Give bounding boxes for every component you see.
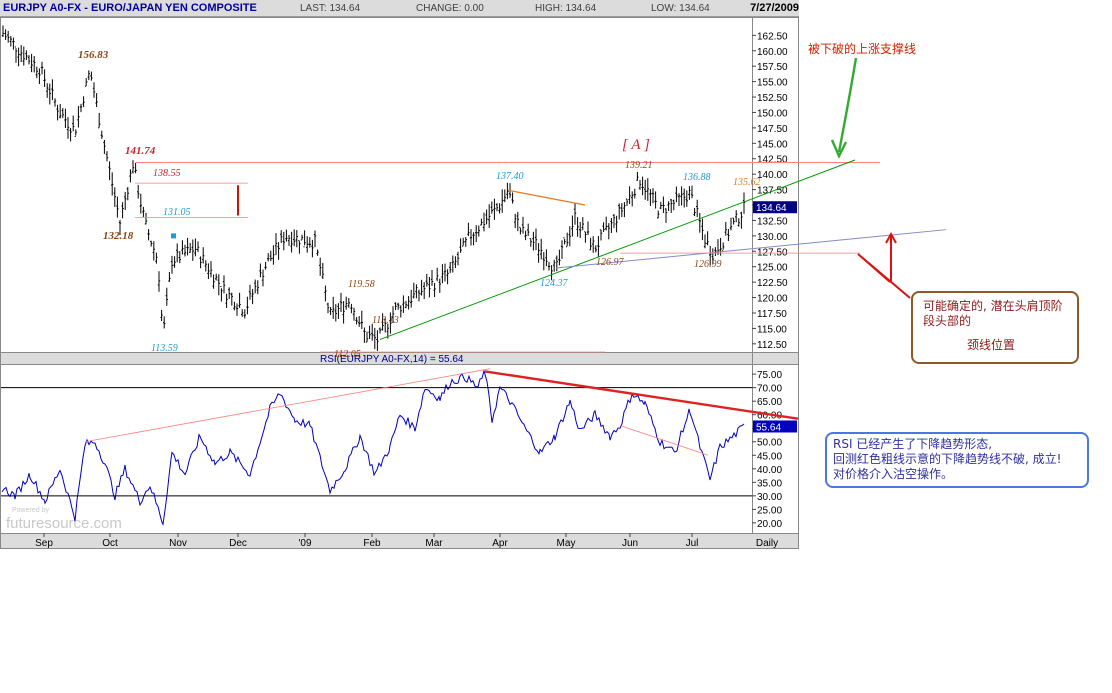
price-y-tick-label: 155.00: [757, 78, 788, 89]
x-tick-label: Apr: [492, 538, 508, 549]
chart-date: 7/27/2009: [750, 2, 799, 14]
rsi-y-tick-label: 65.00: [757, 397, 782, 408]
swing-low-marker: [171, 233, 176, 239]
neckline-note-line1: 可能确定的, 潜在头肩顶阶: [923, 299, 1063, 313]
current-price-box: [753, 201, 797, 214]
x-tick-label: Sep: [35, 538, 53, 549]
rsi-line: [1, 369, 745, 526]
x-tick-label: Dec: [229, 538, 247, 549]
swing-label: 132.18: [103, 230, 134, 242]
neckline-line: [555, 229, 947, 269]
rsi-y-tick-label: 50.00: [757, 438, 782, 449]
rsi-y-tick-label: 25.00: [757, 505, 782, 516]
swing-label: 124.37: [540, 278, 569, 289]
rsi-y-tick-label: 45.00: [757, 451, 782, 462]
last-price: LAST: 134.64: [300, 3, 361, 14]
symbol-title: EURJPY A0-FX - EURO/JAPAN YEN COMPOSITE: [3, 2, 257, 14]
price-y-tick-label: 117.50: [757, 309, 787, 320]
rsi-rising-trendline: [84, 368, 491, 443]
price-y-tick-label: 160.00: [757, 47, 788, 58]
red-arrow-head: [885, 231, 897, 244]
red-pointer-line: [857, 253, 911, 299]
swing-label: 112.05: [334, 349, 361, 360]
price-y-tick-label: 130.00: [757, 232, 788, 243]
price-y-tick-label: 140.00: [757, 170, 788, 181]
neckline-note-box: 可能确定的, 潜在头肩顶阶 段头部的 颈线位置: [911, 291, 1079, 364]
rsi-note-line1: RSI 已经产生了下降趋势形态,: [833, 437, 993, 451]
swing-label: 156.83: [78, 49, 109, 61]
rsi-y-tick-label: 60.00: [757, 411, 782, 422]
swing-label: 138.55: [153, 168, 181, 179]
rsi-panel-frame: [0, 364, 799, 534]
x-tick-label: May: [557, 538, 576, 549]
price-y-tick-label: 112.50: [757, 340, 787, 351]
x-tick-label: Mar: [425, 538, 443, 549]
x-tick-label: Oct: [102, 538, 118, 549]
x-tick-label: Daily: [756, 538, 778, 549]
neckline-note-line3: 颈线位置: [967, 338, 1016, 352]
green-arrow-head: [830, 139, 848, 159]
current-price-label: 134.64: [756, 203, 787, 214]
rsi-y-tick-label: 70.00: [757, 384, 782, 395]
current-rsi-label: 55.64: [756, 422, 781, 433]
price-y-tick-label: 152.50: [757, 93, 788, 104]
high-value: HIGH: 134.64: [535, 3, 597, 14]
pattern-label: [ A ]: [622, 137, 650, 153]
x-axis-strip: [0, 533, 799, 549]
x-tick-label: Feb: [363, 538, 381, 549]
rsi-note-line3: 对价格介入沽空操作。: [833, 467, 954, 481]
price-y-tick-label: 150.00: [757, 108, 788, 119]
rsi-title: RSI(EURJPY A0-FX,14) = 55.64: [320, 354, 464, 365]
watermark-small: Powered by: [12, 507, 49, 514]
price-y-tick-label: 132.50: [757, 216, 788, 227]
green-arrow-shaft: [837, 57, 858, 153]
rsi-y-tick-label: 20.00: [757, 519, 782, 530]
price-y-tick-label: 162.50: [757, 31, 788, 42]
swing-label: 119.58: [348, 279, 375, 290]
rsi-y-tick-label: 40.00: [757, 465, 782, 476]
swing-label: 137.40: [496, 171, 524, 182]
price-y-tick-label: 120.00: [757, 294, 788, 305]
swing-connector-line: [507, 189, 586, 206]
support-trendline: [379, 159, 856, 340]
swing-label: 136.88: [683, 172, 711, 183]
swing-label: 113.59: [151, 343, 178, 354]
price-panel-frame: [0, 17, 799, 353]
swing-label: 126.99: [694, 259, 722, 270]
price-y-tick-label: 125.00: [757, 263, 788, 274]
price-y-tick-label: 122.50: [757, 278, 788, 289]
rsi-note-line2: 回测红色粗线示意的下降趋势线不破, 成立!: [833, 452, 1062, 466]
swing-label: 135.62: [733, 177, 761, 188]
x-tick-label: Jun: [622, 538, 638, 549]
rsi-note-box: RSI 已经产生了下降趋势形态, 回测红色粗线示意的下降趋势线不破, 成立! 对…: [825, 432, 1089, 488]
rsi-y-tick-label: 75.00: [757, 370, 782, 381]
change-value: CHANGE: 0.00: [416, 3, 484, 14]
swing-label: 113.13: [372, 315, 399, 326]
x-tick-label: '09: [298, 538, 311, 549]
swing-label: 131.05: [163, 207, 191, 218]
header-bar: EURJPY A0-FX - EURO/JAPAN YEN COMPOSITE …: [0, 0, 799, 17]
rsi-y-tick-label: 35.00: [757, 478, 782, 489]
price-y-tick-label: 115.00: [757, 324, 787, 335]
rsi-falling-trendline: [484, 370, 799, 420]
current-rsi-box: [753, 420, 797, 433]
price-y-tick-label: 145.00: [757, 139, 788, 150]
price-y-tick-label: 157.50: [757, 62, 788, 73]
swing-label: 141.74: [125, 145, 156, 157]
price-y-tick-label: 142.50: [757, 155, 788, 166]
broken-support-annotation: 被下破的上涨支撑线: [808, 42, 917, 56]
low-value: LOW: 134.64: [651, 3, 710, 14]
swing-label: 139.21: [625, 160, 653, 171]
price-bars: [1, 25, 746, 351]
rsi-divergence-line: [619, 425, 709, 456]
rsi-y-tick-label: 30.00: [757, 492, 782, 503]
x-tick-label: Jul: [686, 538, 699, 549]
swing-label: 126.97: [596, 257, 625, 268]
neckline-note-line2: 段头部的: [923, 314, 972, 328]
x-tick-label: Nov: [169, 538, 187, 549]
price-y-tick-label: 147.50: [757, 124, 788, 135]
watermark-logo: futuresource.com: [6, 515, 122, 532]
